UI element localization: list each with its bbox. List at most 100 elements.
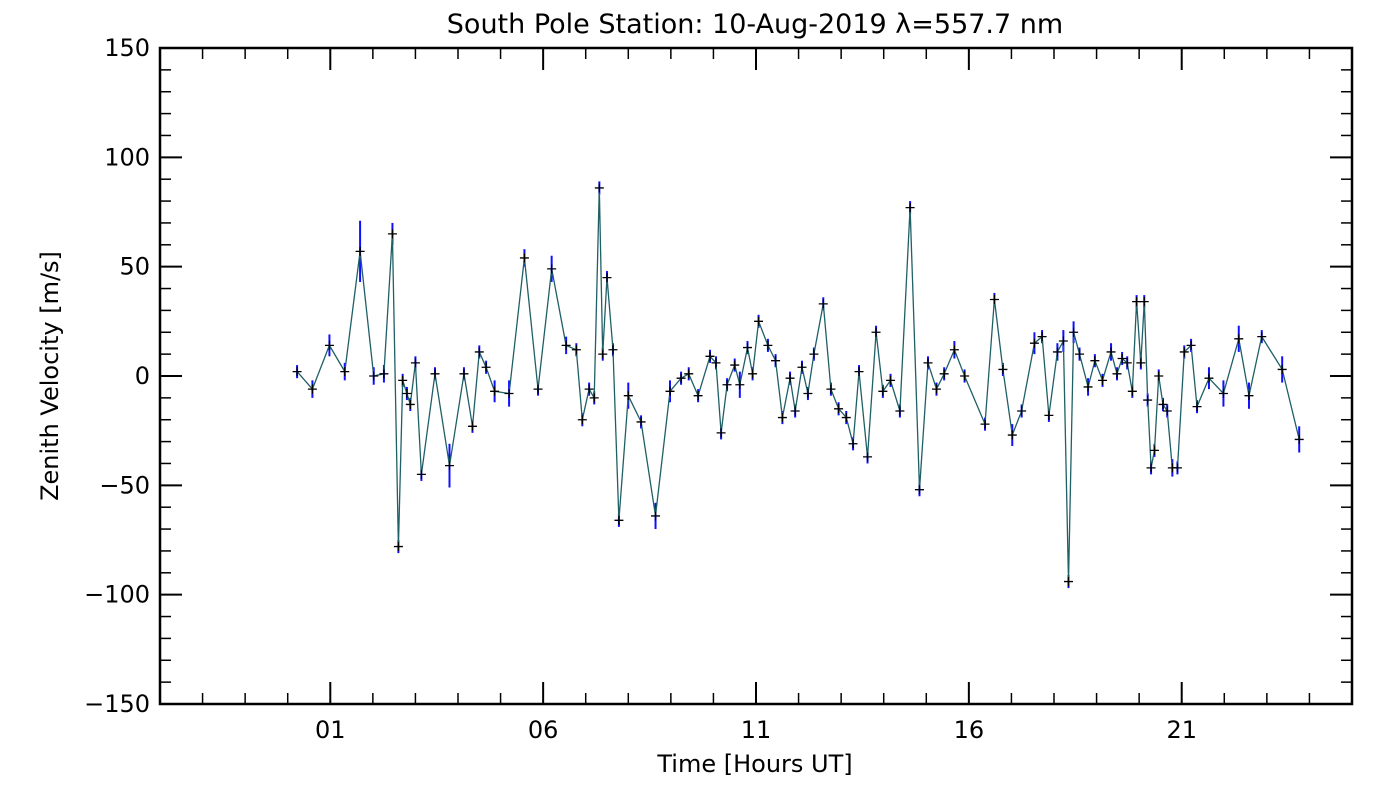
data-point [705, 351, 715, 361]
data-point [467, 421, 477, 431]
data-point [1204, 373, 1214, 383]
y-axis: −150 −100 −50 0 50 100 150 [84, 34, 1352, 718]
y-tick-label: 0 [135, 362, 150, 390]
data-point [754, 316, 764, 326]
data-point [1154, 371, 1164, 381]
data-point [589, 393, 599, 403]
data-point [1037, 332, 1047, 342]
data-point [307, 384, 317, 394]
data-point [1044, 410, 1054, 420]
x-axis: 01 06 11 16 21 [201, 48, 1353, 744]
x-tick-label: 06 [528, 716, 559, 744]
data-point [459, 369, 469, 379]
data-point [735, 380, 745, 390]
data-point [444, 461, 454, 471]
data-point [1139, 297, 1149, 307]
data-point [623, 391, 633, 401]
data-point [602, 273, 612, 283]
data-point [711, 358, 721, 368]
data-point [676, 373, 686, 383]
data-point [763, 340, 773, 350]
data-point [1149, 445, 1159, 455]
data-point [533, 384, 543, 394]
data-point [393, 542, 403, 552]
data-point [998, 364, 1008, 374]
data-point [561, 340, 571, 350]
data-point [369, 371, 379, 381]
data-point [841, 413, 851, 423]
data-point [923, 358, 933, 368]
data-point [1029, 338, 1039, 348]
data-point [878, 386, 888, 396]
data-point [949, 345, 959, 355]
data-point [571, 345, 581, 355]
data-point [1294, 434, 1304, 444]
chart-title: South Pole Station: 10-Aug-2019 λ=557.7 … [447, 9, 1063, 40]
data-point [1075, 349, 1085, 359]
data-point [684, 369, 694, 379]
data-point [584, 384, 594, 394]
data-point [577, 415, 587, 425]
data-point [292, 367, 302, 377]
plot-frame [158, 46, 1354, 706]
data-point [416, 469, 426, 479]
data-point [636, 417, 646, 427]
data-point [748, 369, 758, 379]
series-line [296, 187, 1300, 582]
data-point [960, 371, 970, 381]
data-point [608, 345, 618, 355]
data-point [809, 349, 819, 359]
data-point [1136, 358, 1146, 368]
data-point [886, 375, 896, 385]
data-point [722, 380, 732, 390]
data-point [1063, 577, 1073, 587]
data-point [379, 369, 389, 379]
data-point [1186, 340, 1196, 350]
y-tick-label: 100 [104, 143, 150, 171]
y-tick-label: 150 [104, 34, 150, 62]
data-point [1017, 406, 1027, 416]
data-point [1162, 406, 1172, 416]
data-point [651, 511, 661, 521]
data-point [614, 515, 624, 525]
y-tick-label: −50 [99, 471, 150, 499]
data-point [854, 367, 864, 377]
data-point [1127, 386, 1137, 396]
data-point [1069, 327, 1079, 337]
data-point [826, 384, 836, 394]
data-point [939, 369, 949, 379]
y-axis-label: Zenith Velocity [m/s] [36, 251, 64, 501]
data-point [665, 386, 675, 396]
y-tick-label: −150 [84, 690, 150, 718]
data-point [914, 485, 924, 495]
data-point [1146, 463, 1156, 473]
data-point [1112, 369, 1122, 379]
y-tick-label: 50 [119, 253, 150, 281]
data-point [387, 229, 397, 239]
data-point [1218, 388, 1228, 398]
data-point [730, 360, 740, 370]
data-point [1058, 336, 1068, 346]
data-point [932, 384, 942, 394]
data-point [1007, 430, 1017, 440]
data-point [1234, 334, 1244, 344]
data-point [716, 428, 726, 438]
data-point [980, 419, 990, 429]
data-point [1143, 395, 1153, 405]
data-point [1106, 347, 1116, 357]
series-group [292, 181, 1304, 589]
x-tick-label: 16 [954, 716, 985, 744]
y-tick-label: −100 [84, 581, 150, 609]
data-point [481, 362, 491, 372]
data-point [742, 343, 752, 353]
data-point [430, 369, 440, 379]
data-point [547, 264, 557, 274]
data-point [790, 406, 800, 416]
data-point [1052, 347, 1062, 357]
data-point [777, 413, 787, 423]
x-tick-label: 21 [1166, 716, 1197, 744]
data-point [594, 183, 604, 193]
data-point [1083, 382, 1093, 392]
x-tick-label: 01 [315, 716, 346, 744]
